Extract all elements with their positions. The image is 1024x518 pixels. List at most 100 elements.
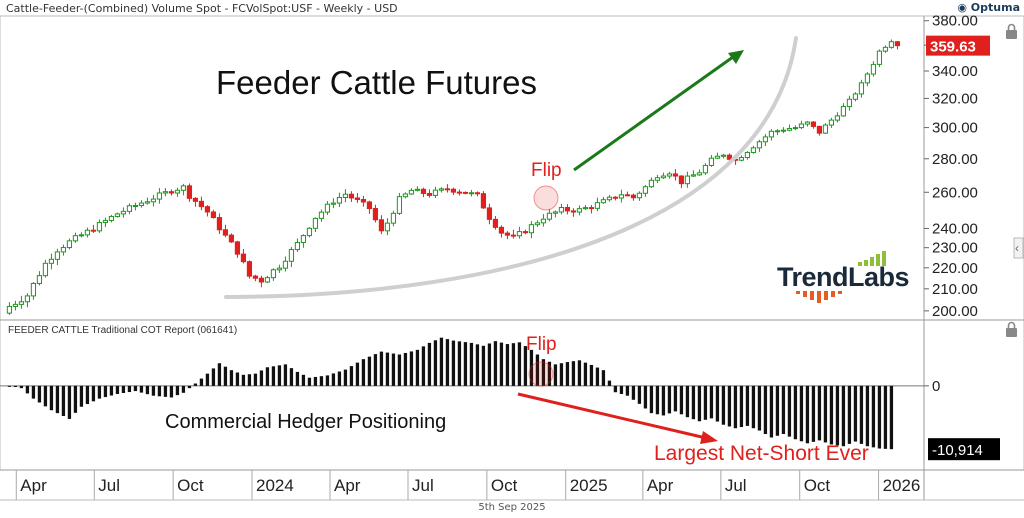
largest-net-short-label: Largest Net-Short Ever [654, 442, 869, 465]
cot-bar [205, 373, 210, 386]
trendlabs-logo-bar [796, 291, 800, 294]
candle [684, 175, 691, 185]
cot-bar [349, 366, 354, 386]
cot-bar [385, 352, 390, 386]
cot-bar [379, 351, 384, 386]
candle [594, 202, 601, 209]
cot-bar [817, 385, 822, 441]
cot-bar [91, 385, 96, 402]
candle [78, 234, 85, 237]
cot-bar [49, 385, 54, 411]
cot-bar [757, 385, 762, 431]
scroll-handle[interactable] [1013, 237, 1024, 259]
candle [342, 193, 349, 199]
time-tick-label: 2024 [256, 476, 294, 495]
candle [198, 200, 205, 208]
time-tick-label: Apr [647, 476, 674, 495]
price-tick-label: 210.00 [932, 281, 978, 298]
cot-bar [625, 385, 630, 396]
cot-bar [877, 385, 882, 449]
cot-bar [79, 385, 84, 407]
candle [210, 211, 217, 219]
candle [798, 123, 805, 129]
candle [420, 188, 427, 194]
cot-bar [727, 385, 732, 427]
candle [744, 151, 751, 159]
candle [126, 205, 133, 212]
downtrend-arrowhead [700, 431, 718, 444]
candle [624, 194, 631, 197]
lock-icon[interactable] [1006, 30, 1017, 39]
cot-bar [541, 359, 546, 386]
candle [330, 202, 337, 205]
cot-bar [835, 385, 840, 446]
trendlabs-logo: TrendLabs [777, 262, 909, 292]
cot-bar [661, 385, 666, 416]
cot-bar [457, 341, 462, 386]
candle [276, 267, 283, 271]
candle [870, 63, 877, 75]
cot-bar [31, 385, 36, 399]
candle [642, 186, 649, 194]
cot-bar [679, 385, 684, 415]
trendlabs-logo-bar [864, 260, 868, 266]
candle [84, 229, 91, 236]
candle [90, 229, 97, 232]
trendlabs-logo-bar [824, 291, 828, 300]
trendlabs-logo-bar [810, 291, 814, 300]
candle [318, 211, 325, 219]
candle [840, 106, 847, 117]
cot-bar [823, 385, 828, 443]
candle [24, 295, 31, 303]
candle [516, 231, 523, 237]
lock-icon[interactable] [1007, 321, 1016, 329]
cot-bar [427, 342, 432, 386]
candle [702, 164, 709, 174]
cot-bar [703, 385, 708, 420]
candle [618, 194, 625, 199]
candle [246, 261, 253, 277]
candle [354, 197, 361, 201]
lock-icon[interactable] [1007, 23, 1016, 31]
cot-bar [145, 385, 150, 395]
cot-bar [739, 385, 744, 428]
cot-bar [553, 364, 558, 386]
candle [228, 234, 235, 243]
candle [822, 124, 829, 134]
cot-bar [685, 385, 690, 418]
parabolic-curve [224, 36, 798, 299]
candle [474, 192, 481, 195]
cot-bar [721, 385, 726, 425]
candle [150, 198, 157, 203]
cot-bar [433, 340, 438, 386]
candle [414, 188, 421, 191]
candle [636, 192, 643, 199]
candle [522, 231, 529, 234]
trendlabs-logo-bar [882, 251, 886, 266]
downtrend-arrow [517, 392, 707, 440]
candle [786, 128, 793, 131]
uptrend-arrowhead [728, 50, 744, 64]
candle [288, 249, 295, 262]
candle [690, 174, 697, 177]
price-tick-label: 230.00 [932, 240, 978, 257]
cot-bar [523, 346, 528, 386]
candle [48, 258, 55, 264]
candle [852, 93, 859, 100]
cot-bar [109, 385, 114, 396]
time-tick-label: Apr [20, 476, 47, 495]
cot-bar [139, 385, 144, 393]
cot-bar [481, 345, 486, 386]
cot-bar [37, 385, 42, 403]
price-tick-label: 320.00 [932, 90, 978, 107]
lock-icon[interactable] [1006, 328, 1017, 337]
candle [546, 212, 553, 220]
cot-bar [43, 385, 48, 407]
candle [6, 305, 13, 314]
optuma-logo-icon: ◉ [957, 1, 967, 14]
cot-bar [241, 374, 246, 386]
time-tick-label: 2025 [570, 476, 608, 495]
cot-bar [529, 349, 534, 386]
cot-bar [193, 383, 198, 386]
cot-bar [397, 354, 402, 386]
